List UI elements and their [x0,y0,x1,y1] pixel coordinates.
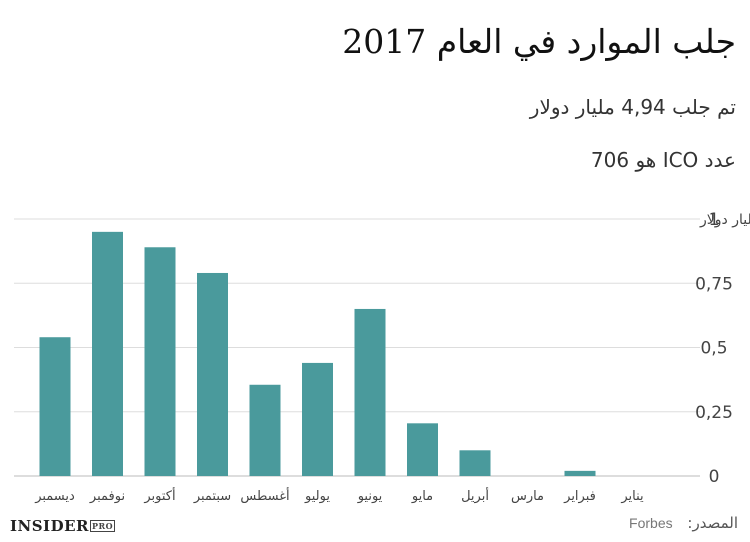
chart-subtitle-total: تم جلب 4,94 مليار دولار [529,95,736,119]
x-tick-label: نوفمبر [89,489,125,504]
bar [197,272,228,476]
source-note: المصدر: Forbes [629,514,738,532]
bar [407,423,438,476]
x-tick-label: سبتمبر [193,489,231,504]
bar [39,337,71,476]
x-tick-label: يونيو [357,489,383,504]
x-tick-label: فبراير [563,489,596,504]
logo-text: INSIDER [10,517,89,535]
bar [92,231,123,476]
y-tick-label: 0,5 [700,339,727,359]
y-tick-label: 0,25 [695,403,733,423]
x-tick-label: أبريل [461,487,489,504]
source-value: Forbes [629,515,673,531]
x-tick-label: مايو [411,489,433,504]
bar [144,247,176,476]
y-tick-label: 0 [709,467,720,487]
chart-title: جلب الموارد في العام 2017 [342,22,736,61]
bar [459,450,491,476]
bar [302,362,333,476]
y-tick-label: 1 [709,210,720,230]
x-tick-label: يوليو [304,489,330,504]
logo-badge: PRO [89,520,116,532]
source-label: المصدر: [687,514,738,532]
y-axis-unit: مليار دولار [699,212,750,228]
bar [354,308,386,476]
bar [564,470,596,476]
x-tick-label: مارس [511,489,544,504]
x-tick-label: يناير [620,489,644,504]
x-tick-label: ديسمبر [34,489,75,504]
x-tick-label: أغسطس [240,487,289,504]
bar [249,384,281,476]
x-tick-label: أكتوبر [143,487,175,504]
chart-subtitle-count: عدد ICO هو 706 [590,148,736,172]
insider-pro-logo: INSIDER PRO [10,517,116,535]
y-tick-label: 0,75 [695,274,733,294]
